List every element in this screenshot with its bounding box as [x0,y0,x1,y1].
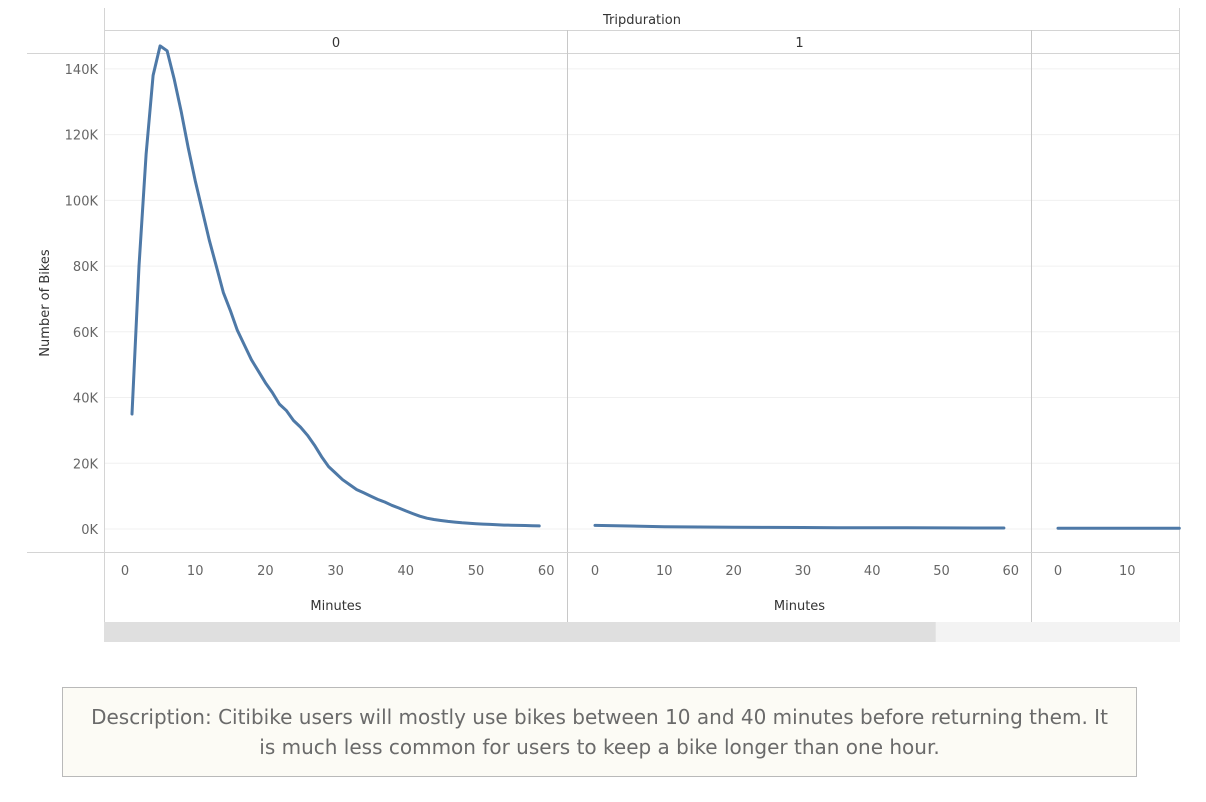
x-axis-label: Minutes [774,599,825,614]
series-line-panel-0 [130,44,541,528]
x-tick-label: 30 [327,564,344,579]
x-tick-label: 20 [257,564,274,579]
description-text: Description: Citibike users will mostly … [91,705,1108,759]
x-tick-label: 10 [187,564,204,579]
chart: Tripduration 0K20K40K60K80K100K120K140K … [27,8,1181,642]
x-tick-label: 0 [591,564,599,579]
panel-2: 0 10 [1054,526,1181,579]
column-header: Tripduration [602,13,681,28]
x-tick-label: 60 [1003,564,1020,579]
panel-dividers [567,30,1032,622]
horizontal-scrollbar[interactable] [104,622,1180,642]
x-tick-label: 10 [656,564,673,579]
x-axis-label: Minutes [310,599,361,614]
x-tick-label: 40 [398,564,415,579]
panel-0: 0 0 10 20 30 40 50 60 Minutes [121,36,555,614]
description-box: Description: Citibike users will mostly … [62,687,1137,777]
x-tick-label: 0 [121,564,129,579]
y-tick-label: 60K [73,326,99,341]
x-tick-label: 30 [795,564,812,579]
x-tick-label: 50 [933,564,950,579]
x-tick-label: 20 [725,564,742,579]
x-tick-label: 60 [538,564,555,579]
y-tick-label: 140K [65,63,99,78]
x-tick-label: 0 [1054,564,1062,579]
header-separators [27,8,1180,54]
panel-header-label: 1 [795,36,803,51]
x-tick-label: 40 [864,564,881,579]
gridlines [105,68,1179,530]
y-tick-label: 0K [81,523,98,538]
panel-header-label: 0 [332,36,340,51]
x-tick-label: 10 [1119,564,1136,579]
axis-frame [27,53,1180,622]
y-tick-label: 100K [65,194,99,209]
y-tick-label: 120K [65,129,99,144]
y-tick-label: 20K [73,457,99,472]
scrollbar-thumb[interactable] [104,622,936,642]
y-axis-ticks: 0K 20K 40K 60K 80K 100K 120K 140K [65,63,99,538]
y-tick-label: 80K [73,260,99,275]
y-axis-label: Number of Bikes [38,249,53,357]
x-tick-label: 50 [468,564,485,579]
series-line-panel-1 [593,523,1006,530]
y-tick-label: 40K [73,392,99,407]
